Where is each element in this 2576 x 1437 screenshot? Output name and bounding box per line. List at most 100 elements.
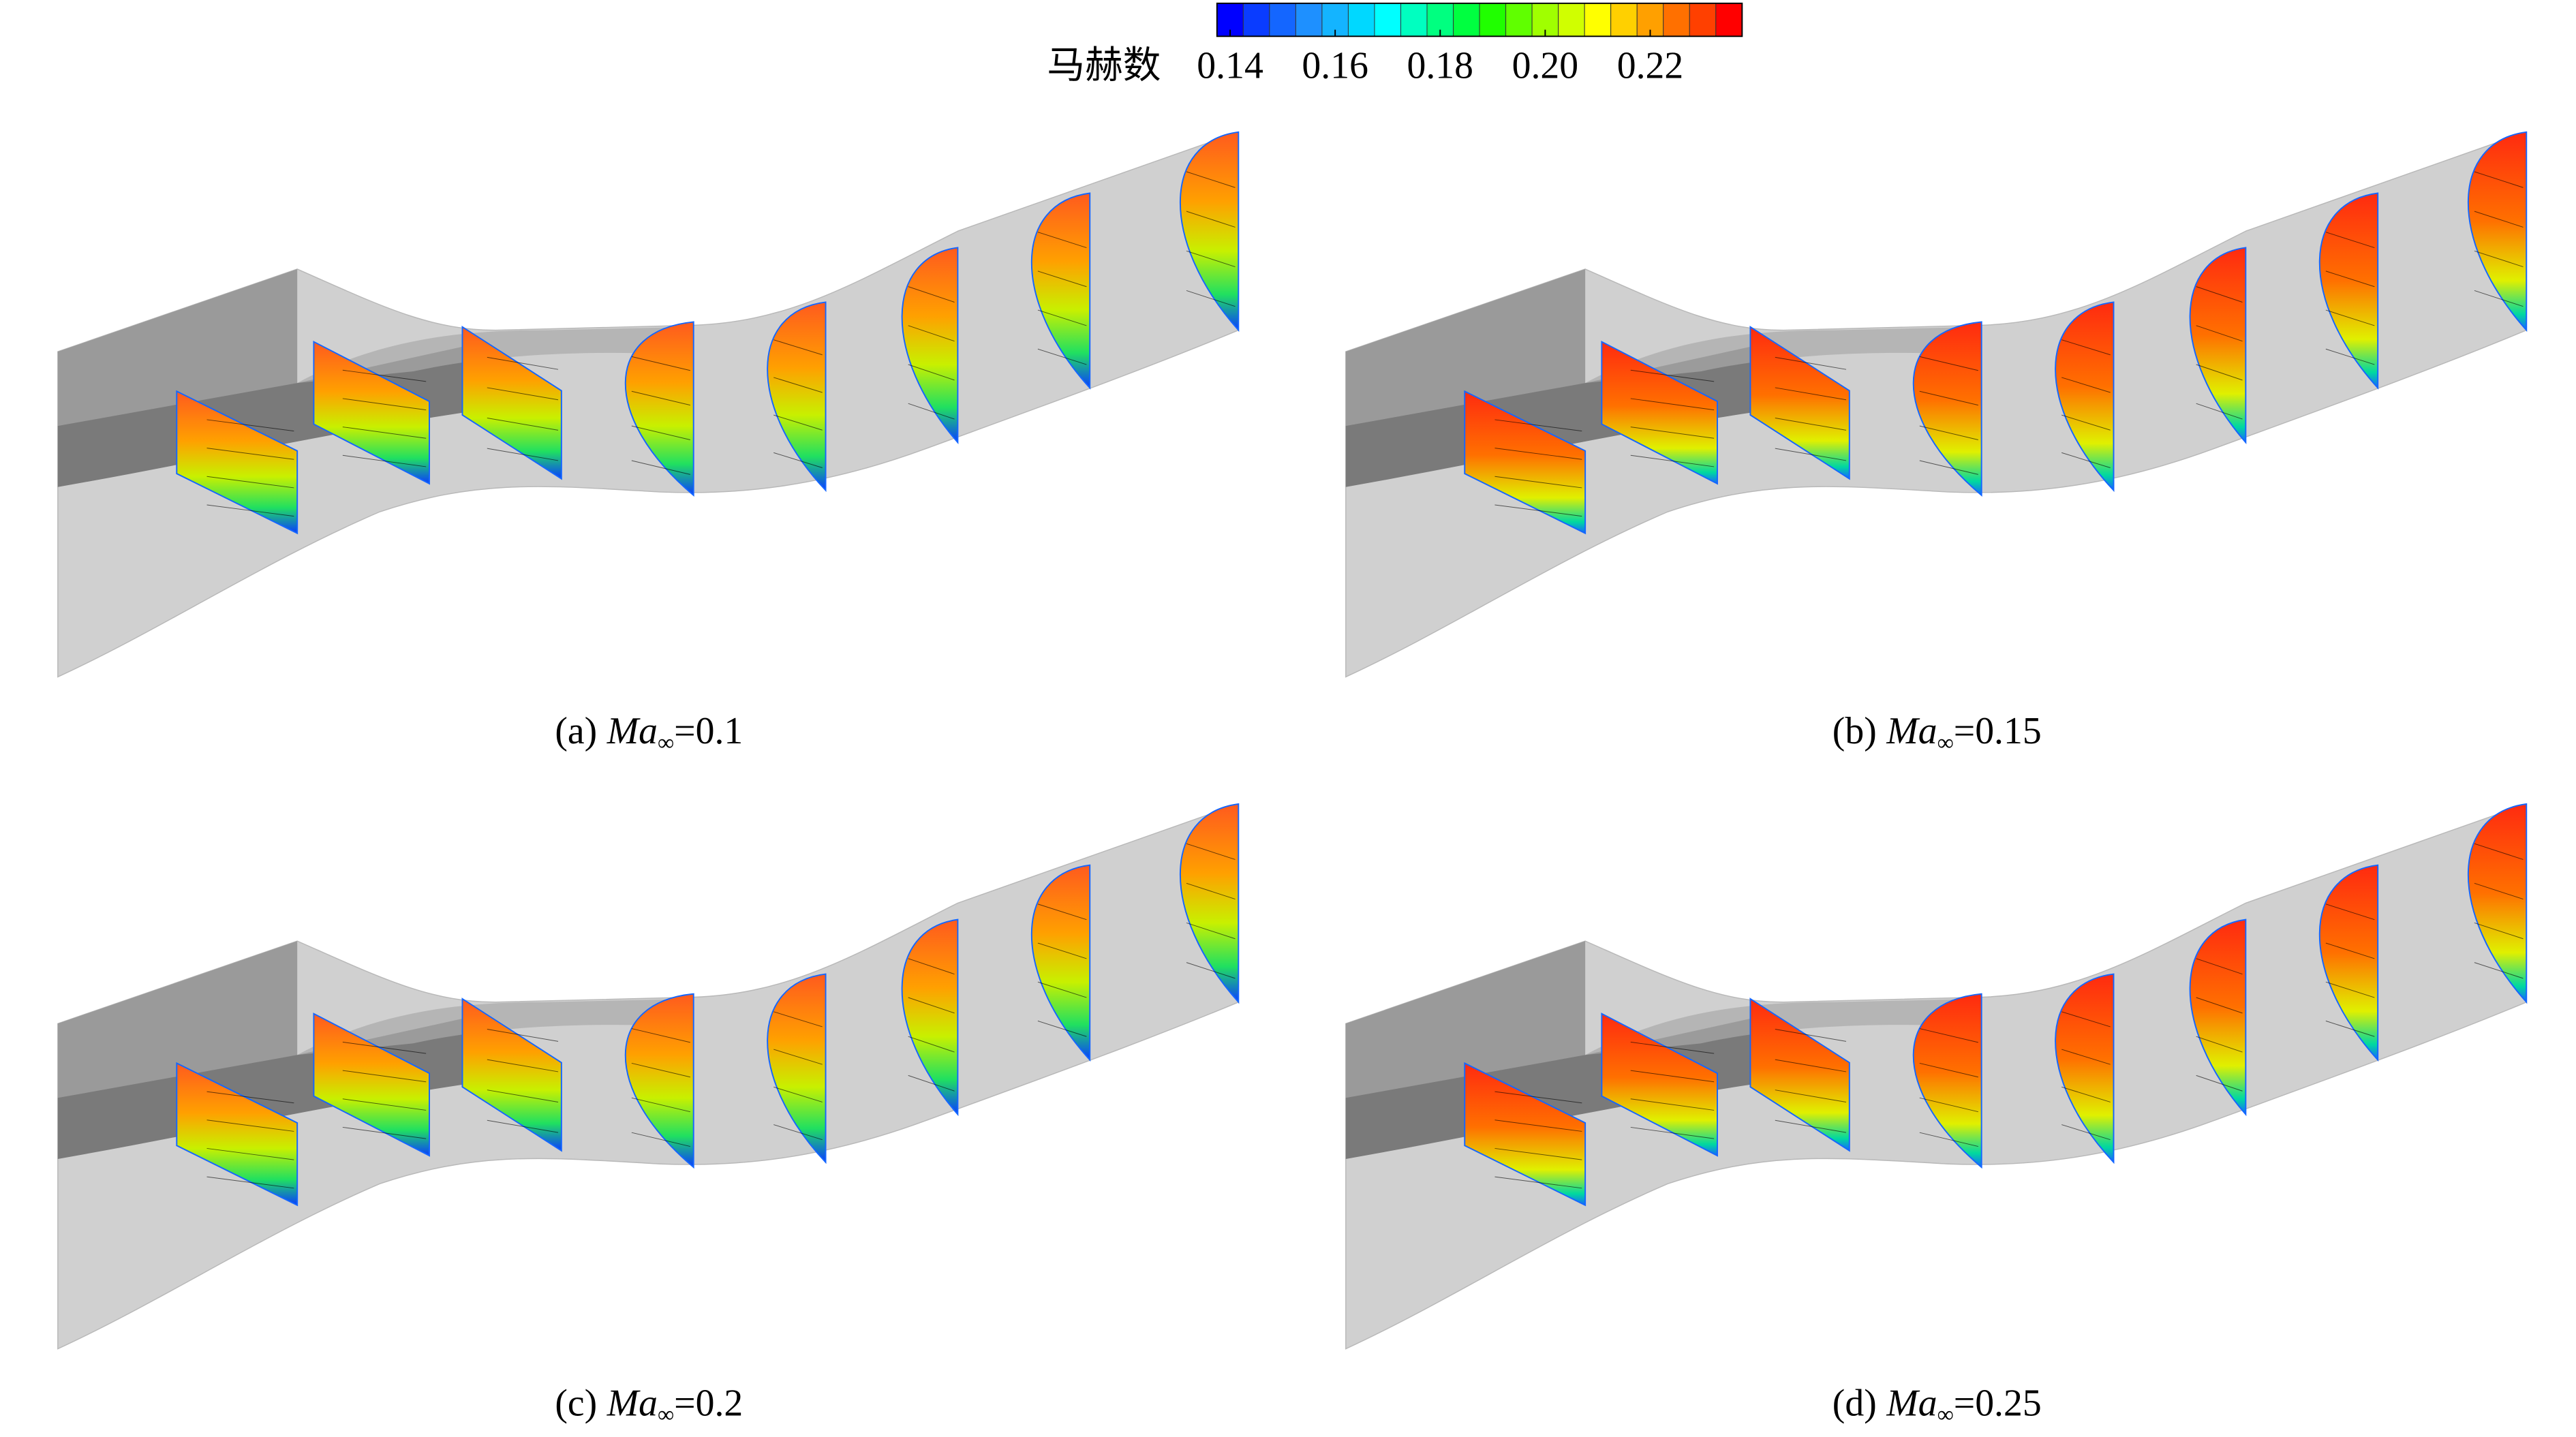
streamline [2325, 232, 2375, 249]
streamline [908, 958, 955, 975]
flow-slice [1180, 131, 1240, 333]
streamline [342, 1070, 427, 1083]
streamline [908, 997, 955, 1014]
flow-slice [767, 973, 827, 1164]
caption-value: =0.2 [674, 1382, 743, 1424]
caption-label: (d) [1833, 1382, 1877, 1424]
flow-slice [624, 993, 694, 1169]
streamline [342, 1098, 427, 1111]
flow-slice [2318, 864, 2379, 1062]
flow-slice [2189, 918, 2247, 1117]
colorbar-tick-label: 0.14 [1197, 45, 1263, 87]
streamline [773, 1011, 823, 1027]
flow-slice [313, 340, 430, 485]
streamline [1775, 356, 1847, 370]
flow-slice [2467, 131, 2528, 333]
streamline [206, 476, 294, 489]
streamline [206, 419, 294, 432]
flow-slice [461, 325, 562, 480]
flow-slice [2318, 192, 2379, 390]
colorbar-frame [1216, 2, 1743, 37]
streamline [1919, 460, 1978, 475]
panel-caption: (d) Ma∞=0.25 [1833, 1382, 2042, 1427]
streamline [2325, 309, 2375, 326]
colorbar-segment [1400, 3, 1428, 37]
streamline [2061, 339, 2111, 356]
streamline [2061, 1049, 2111, 1065]
streamline [1494, 448, 1582, 460]
caption-label: (b) [1833, 710, 1877, 752]
panel-caption: (a) Ma∞=0.1 [555, 710, 743, 756]
flow-slice [1030, 192, 1091, 390]
colorbar-segment [1558, 3, 1585, 37]
colorbar-segment [1242, 3, 1270, 37]
caption-value: =0.25 [1954, 1382, 2042, 1424]
caption-symbol: Ma [1886, 1382, 1937, 1424]
streamline [2474, 171, 2524, 188]
streamline [631, 460, 690, 475]
streamline [2061, 1124, 2111, 1141]
flow-slice [1180, 803, 1240, 1004]
colorbar: 0.14 0.16 0.18 0.20 0.22 [1197, 2, 1743, 87]
colorbar-label: 马赫数 [1047, 45, 1161, 87]
streamline [342, 427, 427, 439]
streamline [1775, 1090, 1847, 1102]
streamline [206, 1119, 294, 1132]
streamline [1630, 1041, 1715, 1054]
streamline [2325, 271, 2375, 288]
streamline [487, 1059, 559, 1072]
colorbar-segment [1453, 3, 1480, 37]
panel: (c) Ma∞=0.2 [57, 803, 1240, 1427]
streamline [1919, 390, 1978, 406]
streamline [1186, 250, 1236, 268]
streamline [773, 414, 823, 431]
colorbar-segment [1663, 3, 1690, 37]
streamline [1775, 1119, 1847, 1133]
flow-slice [461, 998, 562, 1152]
streamline [2061, 1011, 2111, 1027]
streamline [2196, 286, 2243, 303]
streamline [2474, 211, 2524, 228]
caption-subscript: ∞ [658, 1402, 674, 1427]
flow-slice [1749, 998, 1850, 1152]
streamline [1037, 348, 1087, 365]
flow-slice [767, 301, 827, 493]
flow-slice [1464, 390, 1586, 535]
streamline [1494, 419, 1582, 432]
streamline [1037, 232, 1087, 249]
streamline [1775, 418, 1847, 431]
panels: (a) Ma∞=0.1 (b) Ma∞=0.15(c) Ma∞=0.2 (d) Ma∞=0.… [57, 131, 2528, 1427]
streamline [1494, 1119, 1582, 1132]
colorbar-segment [1505, 3, 1533, 37]
streamline [908, 325, 955, 342]
streamline [487, 356, 559, 370]
caption-subscript: ∞ [1937, 1402, 1954, 1427]
streamline [342, 1041, 427, 1054]
streamline [1494, 504, 1582, 517]
streamline [1630, 1126, 1715, 1139]
flow-slice [2189, 247, 2247, 444]
streamline [908, 1036, 955, 1053]
streamline [1037, 1020, 1087, 1037]
caption-subscript: ∞ [658, 730, 674, 756]
streamline [487, 418, 559, 431]
flow-slice [2055, 973, 2115, 1164]
streamline [1494, 476, 1582, 489]
streamline [487, 1090, 559, 1102]
caption-symbol: Ma [607, 710, 658, 752]
colorbar-tick-label: 0.18 [1407, 45, 1474, 87]
streamline [631, 356, 690, 371]
flow-slice [1749, 325, 1850, 480]
flow-slice [1030, 864, 1091, 1062]
colorbar-segment [1295, 3, 1323, 37]
colorbar-segment [1347, 3, 1375, 37]
flow-slice [1601, 1013, 1718, 1157]
caption-symbol: Ma [1886, 710, 1937, 752]
streamline [631, 1062, 690, 1078]
streamline [1919, 1028, 1978, 1043]
colorbar-segment [1584, 3, 1612, 37]
streamline [487, 1029, 559, 1042]
caption-value: =0.15 [1954, 710, 2042, 752]
